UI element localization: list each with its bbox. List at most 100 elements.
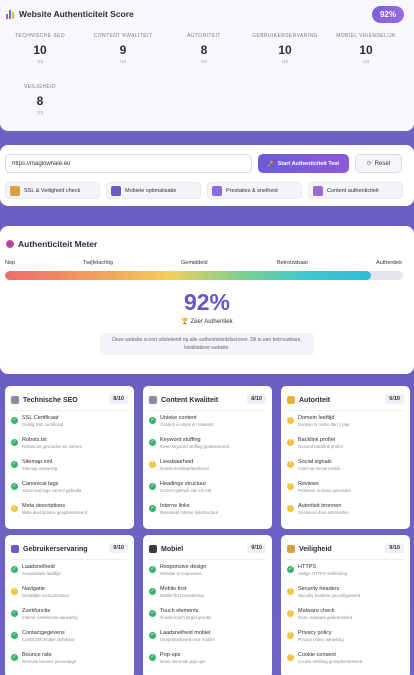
check-item: ! Malware check Geen malware gedetecteerd [287,608,406,628]
card-score-badge: 6/10 [385,394,404,404]
start-test-button[interactable]: 🚀 Start Authenticiteit Test [258,154,349,173]
check-title: Pop-ups [160,652,181,658]
check-title: SSL Certificaat [22,415,59,421]
check-detail: Duidelijke menustructuur [22,593,70,598]
metric-max: /10 [36,59,44,64]
card-score-badge: 9/10 [385,543,404,553]
quick-check-label: SSL & Veiligheid check [24,187,81,194]
scale-label-nep: Nep [5,260,16,266]
meter-title: Authenticiteit Meter [18,239,98,249]
url-input[interactable] [5,154,252,173]
check-detail: Correct gebruik van H1-H6 [160,488,212,493]
check-pass-icon: ✓ [149,610,156,617]
card-score-badge: 8/10 [109,394,128,404]
check-title: Laadsnelheid mobiel [160,630,211,636]
scale-label-gemiddeld: Gemiddeld [181,260,208,266]
document-icon [313,185,323,196]
card-header: Autoriteit [287,396,330,404]
check-title: Mobile first [160,586,187,592]
check-item: ✓ SSL Certificaat Geldig SSL certificaat [11,415,130,435]
check-detail: Cookie melding geïmplementeerd [298,659,363,664]
check-warning-icon: ! [287,654,294,661]
check-title: Headings structuur [160,481,207,487]
check-title: HTTPS [298,564,317,570]
check-item: ✓ Contactgegevens Contactinformatie zichtb… [11,630,130,650]
check-title: Meta descriptions [22,503,66,509]
meter-fill [5,271,372,280]
metric-label: GEBRUIKERSERVARING [252,33,318,39]
metric-score: 10 [33,43,47,57]
metric-label: TECHNISCHE SEO [14,33,66,39]
check-pass-icon: ✓ [149,654,156,661]
card-header: Mobiel [149,545,183,553]
check-item: ! Security headers Security headers geconf… [287,586,406,606]
bar-chart-icon [6,9,15,19]
meter-verdict: 🏆 Zeer Authentiek [181,319,233,325]
quick-check-mobile[interactable]: Mobiele optimalisatie [106,182,201,199]
card-title: Technische SEO [23,396,78,404]
summary-header: Website Authenticiteit Score [6,9,134,19]
metric-score: 8 [200,43,208,57]
meter-score: 92% [183,289,231,315]
user-icon [11,545,19,553]
check-item: ! Meta descriptions Meta descriptions geop… [11,503,130,523]
check-warning-icon: ! [149,461,156,468]
score-summary-panel: Website Authenticiteit Score 92% TECHNIS… [0,0,414,131]
lock-icon [10,185,20,196]
check-item: ! Domein leeftijd Domein is ouder dan 1 ja… [287,415,406,435]
check-item: ✓ Responsive design Website is responsive [149,564,268,584]
quick-check-performance[interactable]: Prestaties & snelheid [207,182,302,199]
check-pass-icon: ✓ [11,654,18,661]
card-title: Autoriteit [299,396,331,404]
metric-veiligheid: VEILIGHEID 8 /10 [5,84,75,115]
category-card-gebruikerservaring: Gebruikerservaring 9/10 ✓ Laadsnelheid Accep… [5,535,134,675]
check-title: Interne links [160,503,190,509]
check-detail: Goede leesbaarheidscore [160,466,210,471]
check-item: ! Social signals Actief op social media [287,459,406,479]
quick-check-content[interactable]: Content authenticiteit [308,182,403,199]
divider [149,559,266,560]
check-title: Unieke content [160,415,197,421]
check-item: ✓ Laadsnelheid Acceptabele laadtijd [11,564,130,584]
check-item: ✓ Canonical tags Canonical tags correct ge… [11,481,130,501]
check-detail: Geen keyword stuffing gedetecteerd [160,444,229,449]
check-warning-icon: ! [287,632,294,639]
metric-label: AUTORITEIT [187,33,221,39]
check-warning-icon: ! [287,588,294,595]
card-score-badge: 8/10 [247,394,266,404]
check-item: ✓ Pop-ups Geen storende pop-ups [149,652,268,672]
metric-score: 10 [359,43,373,57]
check-detail: Security headers geconfigureerd [298,593,361,598]
lock-icon [287,545,295,553]
check-pass-icon: ✓ [11,417,18,424]
check-pass-icon: ✓ [11,461,18,468]
metric-max: /10 [119,59,127,64]
check-title: Domein leeftijd [298,415,335,421]
quick-check-label: Prestaties & snelheid [226,187,278,194]
check-detail: Geen malware gedetecteerd [298,615,353,620]
reset-button[interactable]: ⟳ Reset [355,154,402,173]
metric-score: 10 [278,43,292,57]
check-detail: Relevante interne linkstructuur [160,510,219,515]
check-warning-icon: ! [287,461,294,468]
check-item: ! Reviews Positieve reviews gevonden [287,481,406,501]
metric-content-kwaliteit: CONTENT KWALITEIT 9 /10 [88,33,158,64]
star-icon [287,396,295,404]
mobile-icon [149,545,157,553]
metric-label: VEILIGHEID [23,84,57,90]
metric-max: /10 [362,59,370,64]
check-detail: Contactinformatie zichtbaar [22,637,75,642]
check-pass-icon: ✓ [149,417,156,424]
quick-check-ssl[interactable]: SSL & Veiligheid check [5,182,100,199]
divider [287,559,404,560]
card-title: Veiligheid [299,545,332,553]
check-title: Privacy policy [298,630,332,636]
check-detail: Privacy policy aanwezig [298,637,344,642]
check-item: ✓ Zoekfunctie Interne zoekfunctie aanwezig [11,608,130,628]
check-pass-icon: ✓ [149,483,156,490]
summary-title: Website Authenticiteit Score [19,9,134,19]
meter-track [5,271,403,280]
gear-icon [11,396,19,404]
scale-label-twijfelachtig: Twijfelachtig [83,260,113,266]
metric-max: /10 [36,110,44,115]
